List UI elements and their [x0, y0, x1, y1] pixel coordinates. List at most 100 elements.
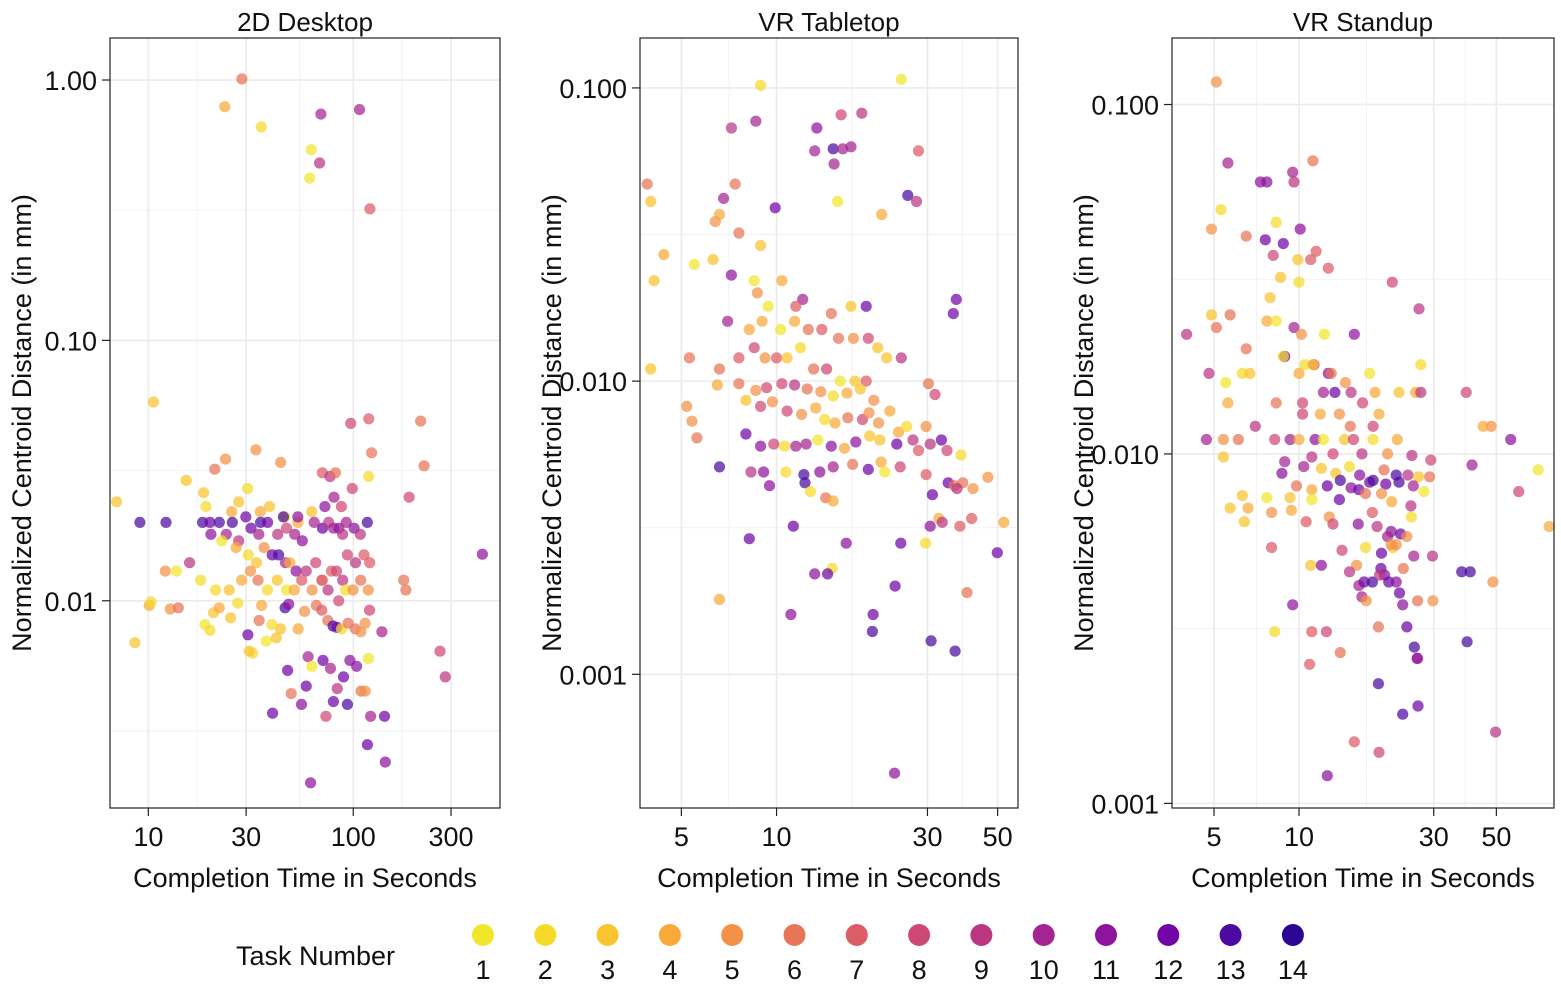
data-point	[841, 387, 853, 399]
data-point	[1288, 321, 1300, 334]
data-point	[1315, 462, 1327, 474]
data-point	[361, 739, 373, 751]
y-axis-label: Normalized Centroid Distance (in mm)	[1069, 194, 1099, 652]
data-point	[1306, 484, 1318, 496]
data-point	[376, 626, 388, 638]
data-point	[925, 635, 937, 647]
data-point	[1405, 511, 1417, 523]
data-point	[1373, 408, 1385, 420]
data-point	[1244, 367, 1256, 379]
data-point	[1284, 433, 1296, 446]
plot-background	[110, 38, 500, 808]
data-point	[814, 466, 826, 478]
data-point	[1343, 461, 1356, 473]
data-point	[245, 522, 257, 534]
data-point	[1336, 544, 1348, 556]
data-point	[1307, 155, 1319, 167]
data-point	[305, 777, 317, 789]
legend-label: 14	[1278, 955, 1308, 985]
data-point	[233, 496, 245, 508]
data-point	[1425, 454, 1437, 466]
data-point	[316, 604, 328, 616]
data-point	[935, 434, 948, 446]
data-point	[1402, 469, 1414, 481]
data-point	[713, 208, 726, 221]
data-point	[825, 440, 837, 452]
data-point	[863, 407, 875, 419]
data-point	[755, 440, 767, 452]
data-point	[195, 574, 207, 586]
data-point	[364, 203, 376, 215]
data-point	[860, 375, 872, 387]
data-point	[1279, 456, 1291, 468]
data-point	[867, 608, 879, 621]
panel-title: 2D Desktop	[237, 7, 373, 37]
data-point	[1320, 626, 1332, 638]
data-point	[888, 767, 901, 779]
data-point	[289, 528, 301, 540]
data-point	[1285, 504, 1297, 516]
data-point	[901, 420, 913, 433]
data-point	[1352, 518, 1364, 530]
data-point	[864, 430, 876, 442]
y-tick-label: 0.001	[559, 660, 627, 690]
data-point	[316, 574, 328, 586]
data-point	[1415, 386, 1427, 398]
data-point	[147, 396, 160, 408]
legend-item-14: 14	[1278, 924, 1308, 985]
data-point	[755, 239, 767, 252]
data-point	[230, 542, 242, 554]
data-point	[949, 645, 961, 657]
data-point	[776, 378, 788, 390]
legend-label: 8	[912, 955, 927, 985]
data-point	[929, 388, 941, 401]
data-point	[439, 671, 451, 683]
data-point	[862, 463, 874, 475]
data-point	[1386, 276, 1398, 288]
data-point	[306, 506, 318, 518]
data-point	[763, 480, 776, 492]
data-point	[825, 308, 837, 320]
data-point	[258, 542, 270, 554]
data-point	[1309, 433, 1321, 446]
legend-label: 6	[787, 955, 802, 985]
data-point	[811, 122, 823, 134]
data-point	[955, 449, 967, 461]
data-point	[912, 444, 925, 457]
data-point	[1293, 367, 1305, 379]
data-point	[1348, 736, 1360, 748]
data-point	[236, 73, 248, 85]
data-point	[1274, 271, 1287, 283]
data-point	[895, 73, 907, 85]
data-point	[740, 394, 752, 406]
data-point	[1215, 204, 1227, 216]
data-point	[205, 528, 217, 540]
data-point	[341, 698, 353, 711]
data-point	[292, 623, 304, 635]
data-point	[1397, 599, 1409, 611]
data-point	[242, 482, 254, 495]
data-point	[1354, 469, 1366, 481]
data-point	[319, 501, 331, 513]
data-point	[845, 141, 857, 153]
legend-label: 9	[974, 955, 989, 985]
data-point	[310, 557, 322, 569]
data-point	[891, 438, 903, 450]
data-point	[1287, 166, 1299, 178]
legend-label: 1	[475, 955, 490, 985]
data-point	[1412, 700, 1424, 712]
data-point	[1298, 461, 1310, 473]
data-point	[216, 535, 228, 547]
data-point	[1210, 321, 1222, 334]
data-point	[1406, 449, 1418, 462]
data-point	[1413, 303, 1425, 315]
data-point	[1366, 576, 1378, 588]
data-point	[1306, 626, 1318, 638]
data-point	[282, 664, 294, 677]
data-point	[842, 412, 854, 424]
data-point	[1261, 315, 1273, 327]
x-tick-label: 10	[1284, 822, 1314, 852]
data-point	[1203, 367, 1215, 379]
data-point	[1401, 531, 1413, 543]
data-point	[1327, 448, 1339, 460]
